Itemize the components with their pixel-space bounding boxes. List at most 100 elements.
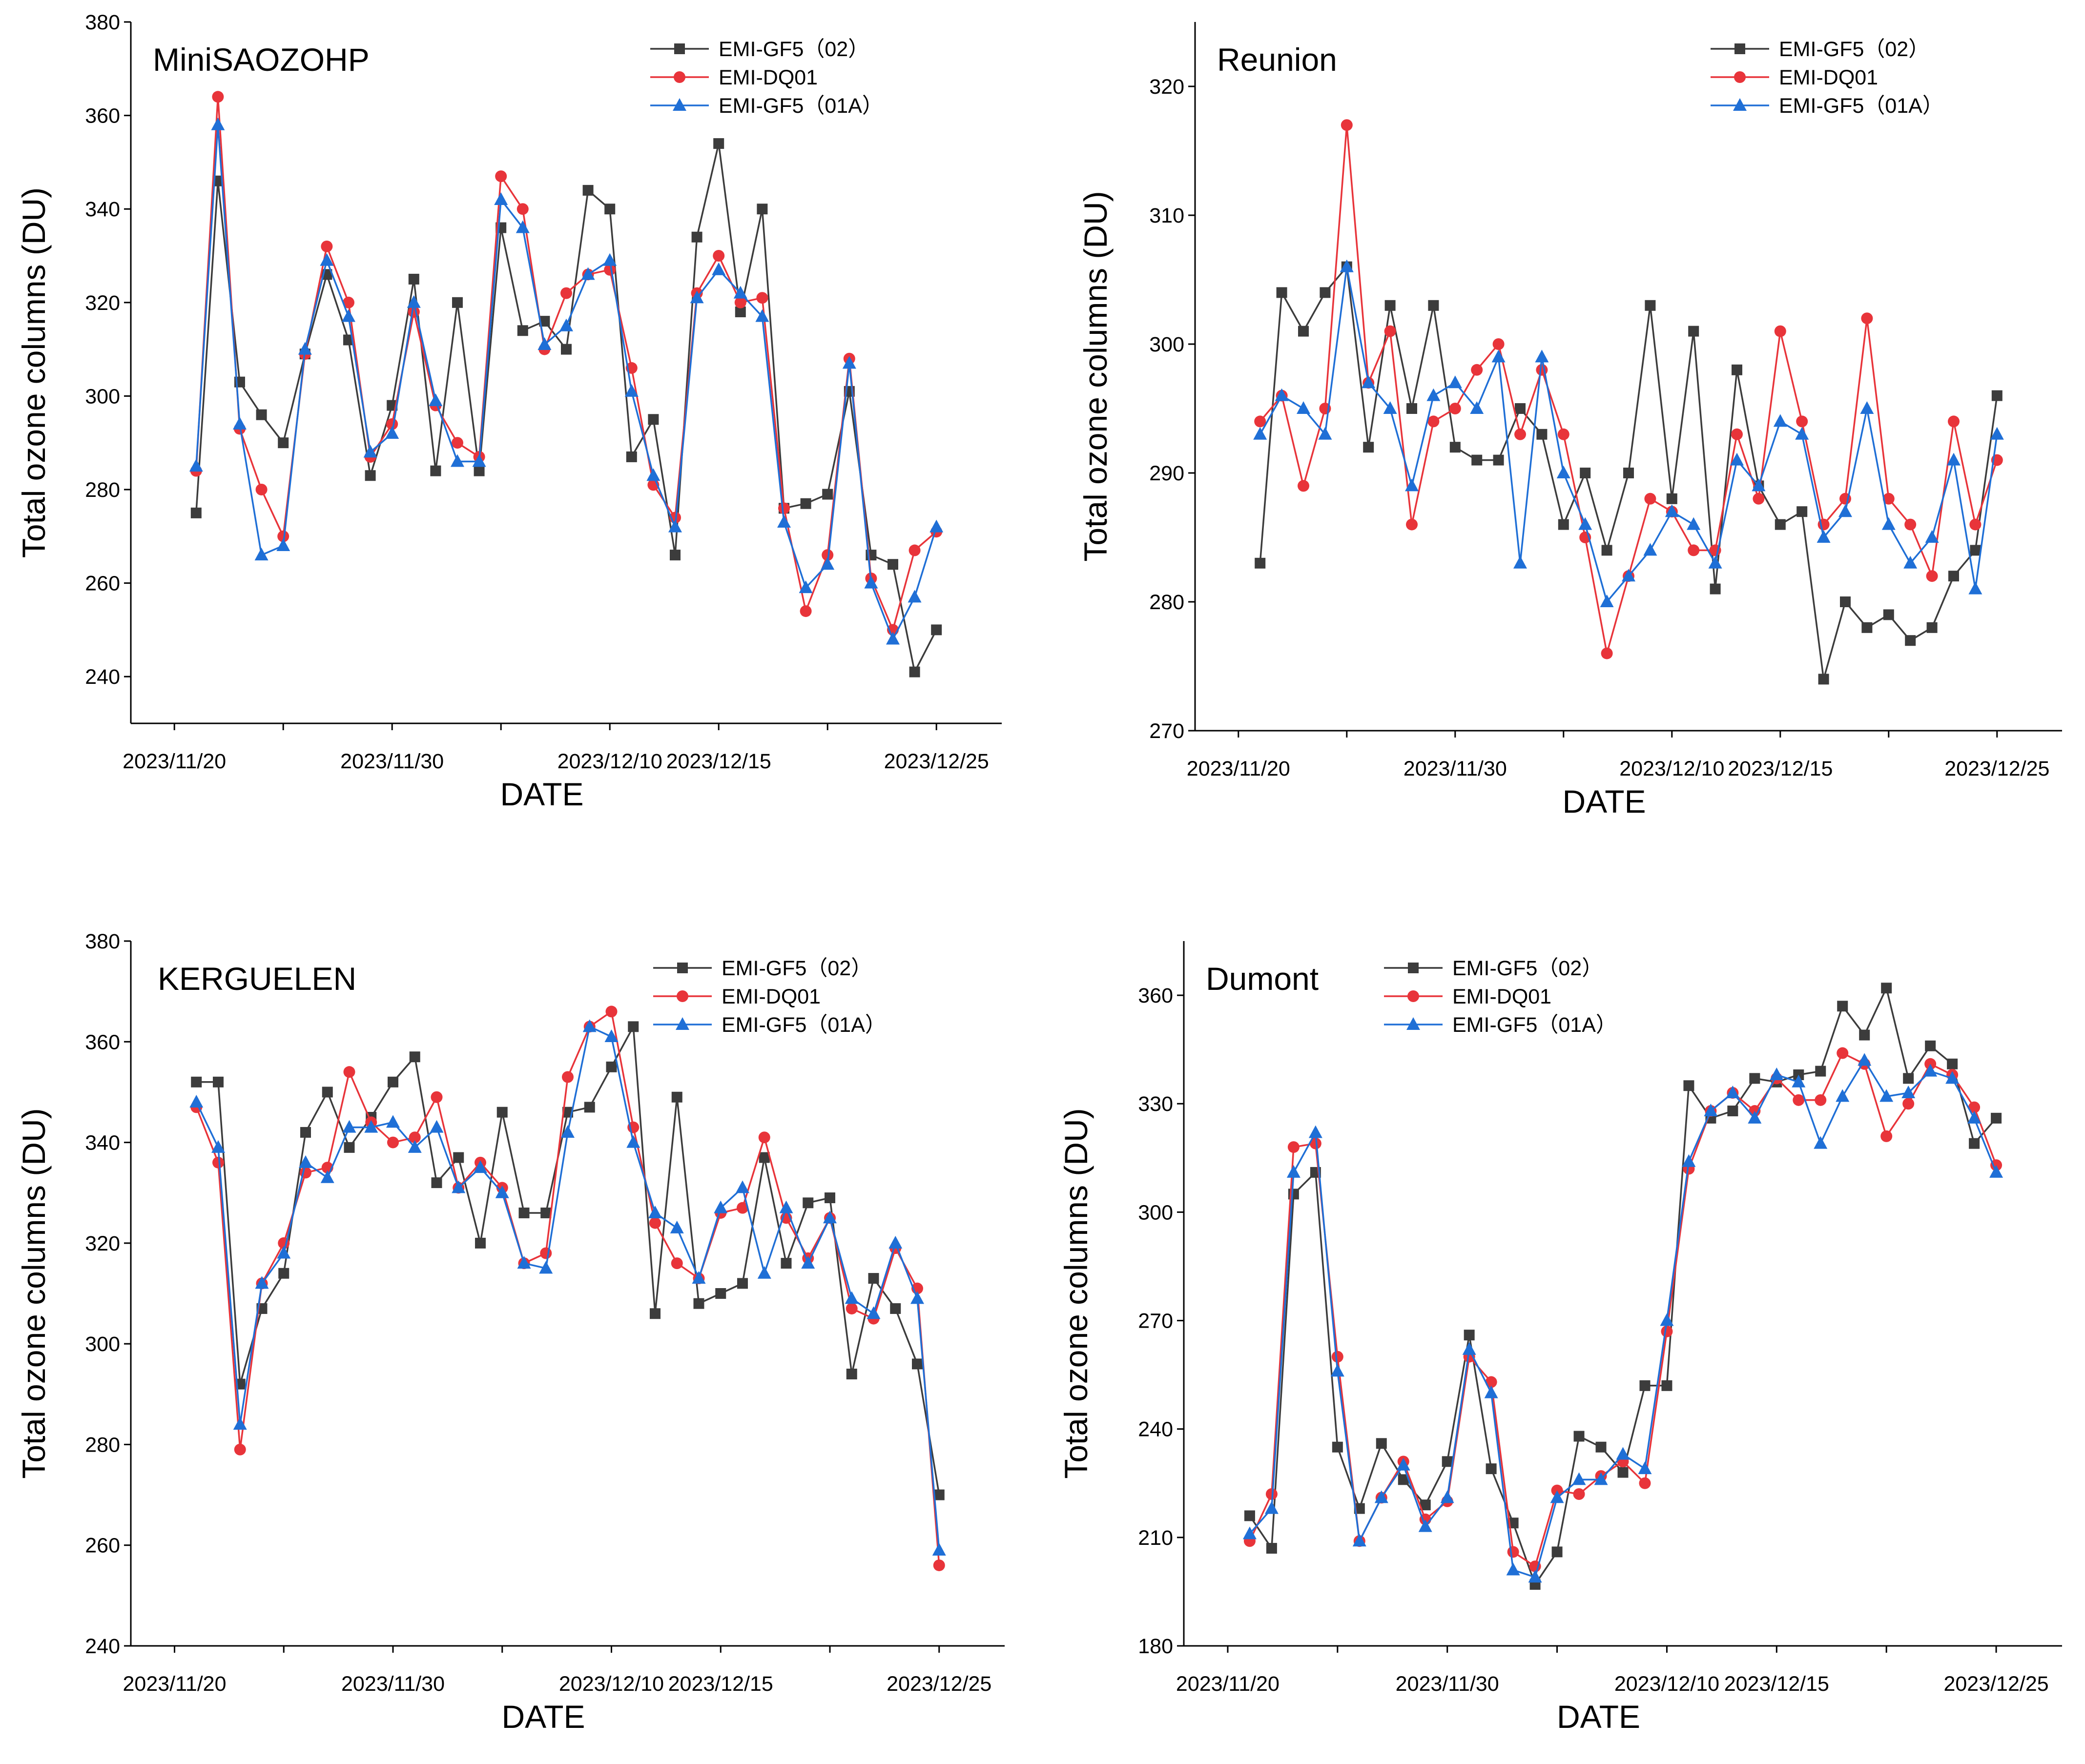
data-point-marker [1255, 557, 1266, 569]
data-point-marker [582, 185, 594, 196]
legend-entry-2: EMI-DQ01 [1711, 66, 1878, 89]
panel-title: Dumont [1206, 961, 1319, 997]
data-point-marker [842, 356, 856, 369]
data-point-marker [668, 519, 682, 533]
data-point-marker [1639, 1477, 1651, 1489]
data-point-marker [407, 295, 421, 308]
data-point-marker [1420, 1499, 1431, 1511]
data-point-marker [537, 337, 552, 350]
x-axis-title: DATE [1557, 1699, 1640, 1735]
x-tick-label: 2023/11/20 [123, 1672, 226, 1696]
data-point-marker [888, 559, 898, 570]
data-point-marker [1708, 555, 1722, 569]
x-tick-label: 2023/12/10 [559, 1672, 664, 1696]
data-point-marker [189, 459, 203, 472]
data-point-marker [757, 1266, 771, 1279]
data-point-marker [1901, 1086, 1916, 1099]
x-tick-label: 2023/11/20 [1187, 757, 1290, 780]
y-tick-label: 320 [1149, 75, 1184, 99]
data-point-marker [1903, 555, 1918, 569]
series-1 [1244, 983, 2002, 1590]
legend-label: EMI-GF5（02） [722, 957, 872, 980]
data-point-marker [234, 1443, 246, 1456]
x-tick-label: 2023/11/20 [123, 750, 226, 773]
data-point-marker [1882, 492, 1895, 505]
data-point-marker [1242, 1526, 1257, 1539]
data-point-marker [890, 1303, 901, 1314]
data-point-marker [342, 1120, 356, 1133]
data-point-marker [1661, 1380, 1672, 1391]
data-point-marker [1838, 504, 1852, 517]
data-point-marker [1926, 570, 1938, 582]
data-point-marker [278, 1268, 289, 1279]
data-point-marker [777, 515, 791, 528]
data-point-marker [712, 262, 726, 275]
data-point-marker [474, 1160, 487, 1173]
data-point-marker [1266, 1543, 1277, 1554]
data-point-marker [1298, 326, 1309, 337]
legend-label: EMI-GF5（01A） [1779, 94, 1943, 118]
data-point-marker [233, 416, 247, 430]
data-point-marker [756, 292, 768, 304]
legend-marker [677, 963, 688, 973]
data-point-marker [1352, 1534, 1366, 1547]
data-point-marker [300, 1127, 311, 1138]
data-point-marker [517, 1256, 531, 1269]
data-point-marker [1464, 1330, 1475, 1341]
data-point-marker [451, 454, 464, 467]
data-point-marker [1710, 583, 1721, 595]
data-point-marker [191, 1076, 202, 1087]
data-point-marker [1837, 1001, 1848, 1012]
data-point-marker [1362, 375, 1376, 389]
data-point-marker [1660, 1313, 1674, 1326]
data-point-marker [1331, 1351, 1343, 1363]
data-point-marker [1726, 1086, 1740, 1099]
data-point-marker [1925, 1040, 1936, 1051]
data-point-marker [1551, 1546, 1563, 1558]
data-point-marker [1556, 466, 1570, 478]
legend-entry-1: EMI-GF5（02） [1384, 957, 1603, 980]
series-1 [191, 1021, 945, 1500]
data-point-marker [213, 1076, 224, 1087]
x-tick-label: 2023/12/10 [557, 750, 662, 773]
data-point-marker [1817, 530, 1831, 543]
data-point-marker [715, 1288, 726, 1299]
y-tick-label: 380 [85, 930, 120, 953]
data-point-marker [1442, 1456, 1453, 1467]
data-point-marker [1815, 1066, 1826, 1077]
data-point-marker [1276, 287, 1287, 298]
data-point-marker [1275, 388, 1289, 401]
data-point-marker [757, 204, 768, 215]
data-point-marker [736, 1180, 749, 1193]
data-point-marker [1861, 622, 1873, 633]
data-point-marker [1792, 1074, 1806, 1087]
data-point-marker [562, 1107, 573, 1118]
data-point-marker [495, 1185, 509, 1198]
data-point-marker [1287, 1141, 1300, 1153]
y-tick-label: 360 [1138, 984, 1173, 1007]
data-point-marker [320, 1170, 334, 1183]
data-point-marker [1969, 1138, 1980, 1149]
data-point-marker [1661, 1325, 1673, 1337]
legend-label: EMI-DQ01 [1452, 985, 1551, 1008]
data-point-marker [582, 1019, 597, 1032]
data-point-marker [1558, 519, 1569, 530]
data-point-marker [1363, 442, 1374, 453]
y-tick-label: 340 [85, 1131, 120, 1155]
data-point-marker [755, 309, 769, 322]
legend-marker [674, 71, 685, 83]
data-point-marker [452, 437, 463, 449]
data-point-marker [1727, 1106, 1738, 1117]
data-point-marker [1492, 338, 1505, 350]
data-point-marker [1752, 478, 1766, 492]
x-tick-label: 2023/12/10 [1619, 757, 1724, 780]
data-point-marker [1406, 518, 1418, 531]
x-tick-label: 2023/11/30 [341, 1672, 445, 1696]
data-point-marker [648, 414, 659, 425]
legend-marker [673, 98, 686, 111]
chart-panel-4: 180 210 240 270 300 330 360 2023/11/20 2023/11/3… [1058, 941, 2062, 1735]
data-point-marker [1860, 401, 1874, 414]
data-point-marker [1601, 545, 1612, 556]
legend-entry-1: EMI-GF5（02） [1711, 38, 1929, 61]
series-3 [189, 117, 944, 645]
